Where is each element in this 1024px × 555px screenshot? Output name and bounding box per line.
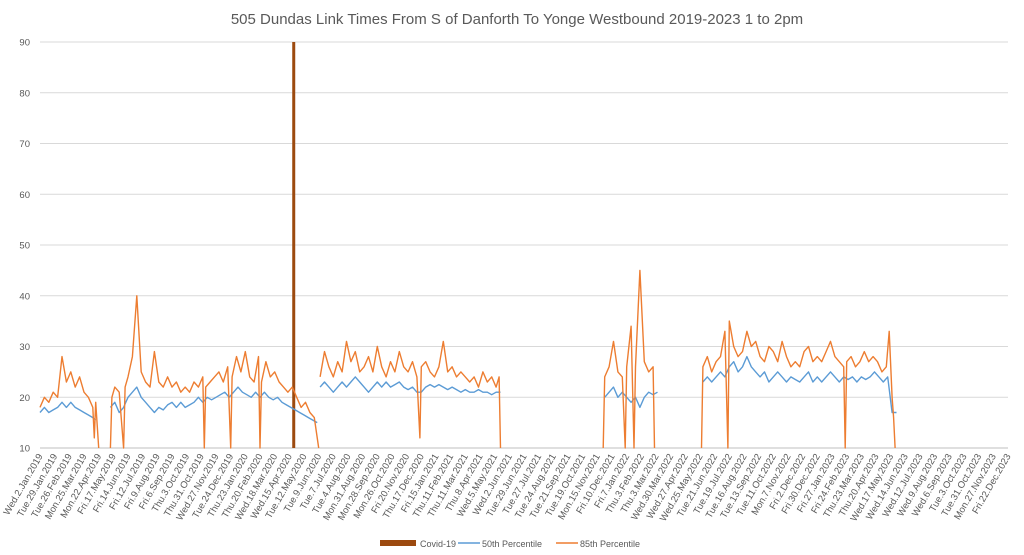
85th-percentile-line bbox=[602, 269, 656, 449]
y-tick-label: 50 bbox=[19, 241, 30, 252]
legend-label: Covid-19 bbox=[420, 539, 456, 549]
series-group bbox=[39, 42, 897, 449]
85th-percentile-line bbox=[700, 320, 896, 449]
85th-percentile-line bbox=[319, 340, 502, 449]
85th-percentile-line bbox=[39, 355, 100, 449]
x-axis-ticks: Wed.2.Jan.2019Tue.29.Jan.2019Tue.26.Feb.… bbox=[2, 452, 1014, 524]
covid-19-bar bbox=[292, 42, 296, 448]
gridlines bbox=[40, 41, 1008, 449]
legend: Covid-19 50th Percentile 85th Percentile bbox=[380, 539, 640, 549]
y-tick-label: 70 bbox=[19, 139, 30, 150]
y-axis-ticks: 10 20 30 40 50 60 70 80 90 bbox=[19, 38, 30, 455]
50th-percentile-line bbox=[39, 401, 97, 421]
50th-percentile-line bbox=[702, 355, 897, 414]
y-tick-label: 40 bbox=[19, 291, 30, 302]
50th-percentile-line bbox=[319, 376, 501, 396]
85th-percentile-line bbox=[109, 295, 320, 449]
legend-swatch-covid-19 bbox=[380, 540, 416, 546]
y-tick-label: 20 bbox=[19, 393, 30, 404]
legend-label: 85th Percentile bbox=[580, 539, 640, 549]
y-tick-label: 80 bbox=[19, 88, 30, 99]
y-tick-label: 30 bbox=[19, 342, 30, 353]
y-tick-label: 10 bbox=[19, 444, 30, 455]
legend-label: 50th Percentile bbox=[482, 539, 542, 549]
chart-title: 505 Dundas Link Times From S of Danforth… bbox=[231, 11, 803, 28]
50th-percentile-line bbox=[604, 386, 658, 409]
50th-percentile-line bbox=[109, 386, 318, 424]
y-tick-label: 60 bbox=[19, 190, 30, 201]
y-tick-label: 90 bbox=[19, 38, 30, 49]
